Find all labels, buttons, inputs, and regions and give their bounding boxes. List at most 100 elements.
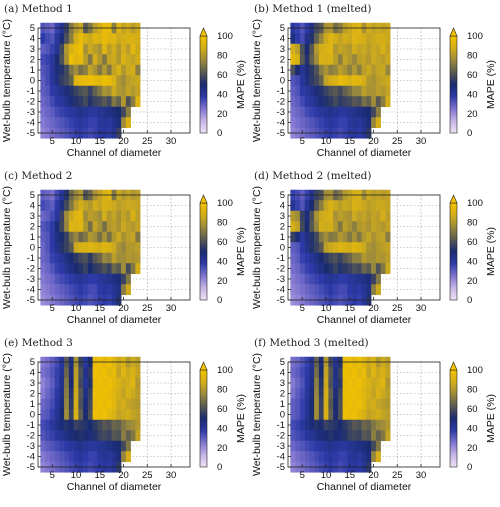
heatmap-cell: [304, 367, 310, 379]
heatmap-cell: [45, 96, 51, 108]
heatmap-cell: [328, 388, 334, 400]
heatmap-cell: [73, 377, 79, 389]
heatmap-cell: [352, 117, 358, 129]
heatmap-cell: [371, 242, 377, 254]
heatmap-cell: [361, 210, 367, 222]
heatmap-cell: [333, 106, 339, 118]
panel-title: (e) Method 3: [4, 337, 73, 349]
colorbar: [199, 202, 208, 301]
heatmap-cell: [371, 284, 377, 296]
x-tick-label: 25: [392, 303, 403, 314]
colorbar-label: MAPE (%): [485, 227, 497, 276]
heatmap-cell: [121, 263, 127, 275]
heatmap-cell: [59, 377, 65, 389]
heatmap-cell: [111, 200, 117, 212]
heatmap-cell: [78, 85, 84, 97]
heatmap-cell: [342, 398, 348, 410]
panel-d: (d) Method 2 (melted)5 10 15 20 25 30-5-4-3-2…: [251, 170, 497, 326]
heatmap-cell: [299, 409, 305, 421]
heatmap-cell: [125, 451, 131, 463]
heatmap-cell: [111, 221, 117, 233]
y-tick-label: -1: [277, 86, 285, 97]
x-tick-label: 20: [368, 470, 379, 481]
heatmap-cell: [40, 252, 46, 264]
heatmap-cell: [116, 451, 122, 463]
colorbar-tick-label: 60: [467, 404, 478, 415]
heatmap-cell: [116, 419, 122, 431]
panel-b: (b) Method 1 (melted)5 10 15 20 25 30-5-4-3-2…: [251, 3, 497, 159]
heatmap-cell: [385, 200, 391, 212]
heatmap-cell: [347, 75, 353, 87]
y-tick-label: 0: [30, 410, 35, 421]
heatmap-cell: [371, 117, 377, 129]
heatmap-cell: [385, 419, 391, 431]
heatmap-cell: [328, 377, 334, 389]
heatmap-cell: [125, 64, 131, 76]
heatmap-cell: [125, 440, 131, 452]
heatmap-cell: [97, 200, 103, 212]
heatmap-cell: [102, 419, 108, 431]
heatmap-cell: [385, 221, 391, 233]
colorbar-tick-label: 80: [467, 51, 478, 62]
heatmap-cell: [54, 231, 60, 243]
heatmap-cell: [83, 43, 89, 55]
x-tick-label: 5: [300, 303, 305, 314]
heatmap-cell: [78, 117, 84, 129]
heatmap-cell: [328, 409, 334, 421]
heatmap-cell: [366, 242, 372, 254]
heatmap-cell: [290, 252, 296, 264]
y-tick-label: -1: [27, 86, 35, 97]
heatmap-cell: [130, 43, 136, 55]
heatmap-cell: [352, 242, 358, 254]
heatmap-cell: [309, 409, 315, 421]
heatmap-cell: [318, 33, 324, 45]
heatmap-cell: [92, 409, 98, 421]
heatmap-cell: [64, 419, 70, 431]
heatmap-cell: [102, 210, 108, 222]
heatmap-cell: [295, 451, 301, 463]
heatmap-cell: [371, 430, 377, 442]
heatmap-cell: [380, 430, 386, 442]
heatmap-cell: [45, 75, 51, 87]
heatmap-cell: [45, 284, 51, 296]
x-tick-label: 25: [142, 470, 153, 481]
heatmap-cell: [323, 377, 329, 389]
heatmap-cell: [361, 409, 367, 421]
heatmap-cell: [49, 242, 55, 254]
heatmap-cell: [97, 210, 103, 222]
heatmap-cell: [45, 430, 51, 442]
heatmap-cell: [328, 96, 334, 108]
heatmap-cell: [54, 451, 60, 463]
heatmap-cell: [54, 85, 60, 97]
colorbar-tick-label: 80: [217, 51, 228, 62]
heatmap-cell: [83, 284, 89, 296]
heatmap-cell: [314, 252, 320, 264]
heatmap-cell: [347, 106, 353, 118]
heatmap-cell: [328, 252, 334, 264]
colorbar-tick-label: 20: [217, 443, 228, 454]
heatmap-cell: [83, 430, 89, 442]
heatmap-cell: [102, 367, 108, 379]
panel-f: (f) Method 3 (melted)5 10 15 20 25 30-5-4-3-2…: [251, 337, 497, 493]
heatmap-cell: [380, 388, 386, 400]
heatmap-cell: [102, 409, 108, 421]
heatmap-cell: [337, 284, 343, 296]
heatmap-cell: [45, 263, 51, 275]
heatmap-cell: [304, 430, 310, 442]
x-tick-label: 20: [118, 470, 129, 481]
heatmap-cell: [361, 43, 367, 55]
heatmap-cell: [328, 75, 334, 87]
heatmap-cell: [299, 430, 305, 442]
heatmap-cell: [130, 85, 136, 97]
heatmap-cell: [49, 106, 55, 118]
heatmap-cell: [49, 221, 55, 233]
heatmap-cell: [356, 43, 362, 55]
heatmap-cell: [290, 398, 296, 410]
y-axis-label: Wet-bulb temperature (°C): [251, 186, 263, 309]
heatmap-cell: [92, 451, 98, 463]
heatmap-cell: [111, 398, 117, 410]
heatmap-cell: [102, 252, 108, 264]
y-axis-label: Wet-bulb temperature (°C): [1, 353, 13, 476]
heatmap-cell: [87, 252, 93, 264]
